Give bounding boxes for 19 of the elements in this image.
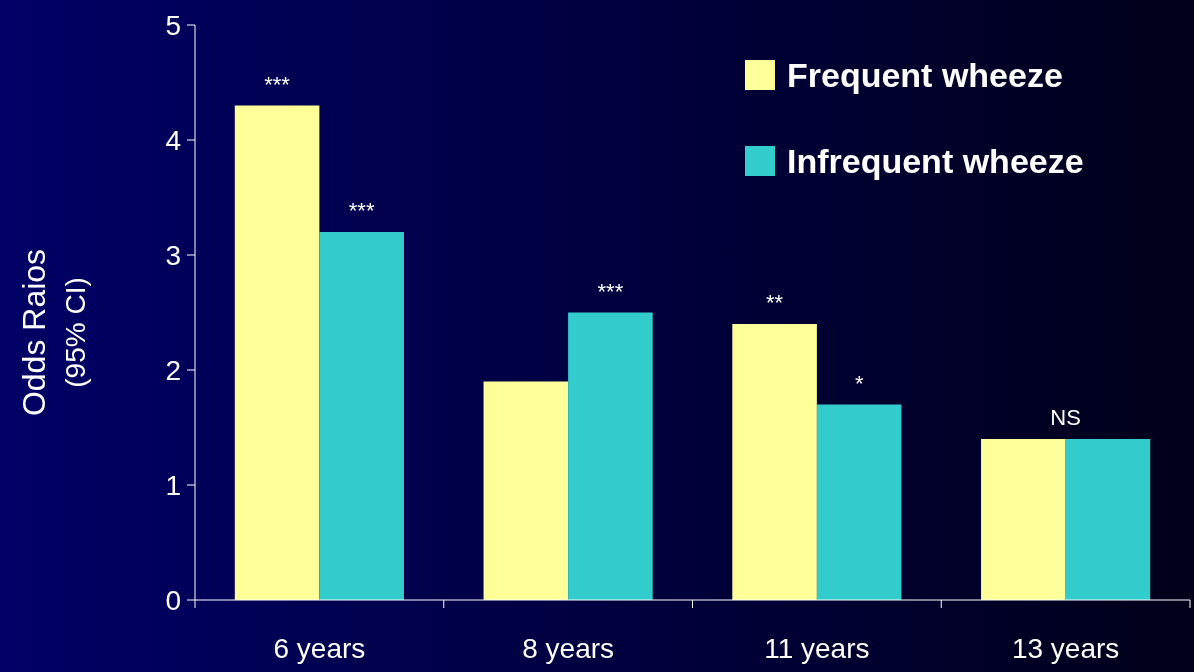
y-tick-label: 1 [165,469,181,501]
annotation: NS [1050,405,1081,430]
x-tick-label: 6 years [273,633,366,664]
y-tick-label: 5 [165,9,181,41]
y-tick-label: 3 [165,239,181,271]
x-tick-label: 11 years [764,633,870,664]
annotation: * [854,370,864,396]
y-tick-label: 4 [165,124,181,156]
x-tick-label: 8 years [522,633,615,664]
x-tick-label: 13 years [1011,633,1120,664]
legend-label: Frequent wheeze [787,55,1063,94]
annotation: *** [264,71,291,97]
y-axis-title: Odds Raios (95% CI) [16,248,91,417]
y-tick-label: 2 [165,354,181,386]
annotation: ** [766,290,784,315]
legend-label: Infrequent wheeze [787,141,1084,180]
annotation: *** [597,278,624,304]
y-tick-label: 0 [165,584,181,616]
annotation: *** [348,198,375,223]
